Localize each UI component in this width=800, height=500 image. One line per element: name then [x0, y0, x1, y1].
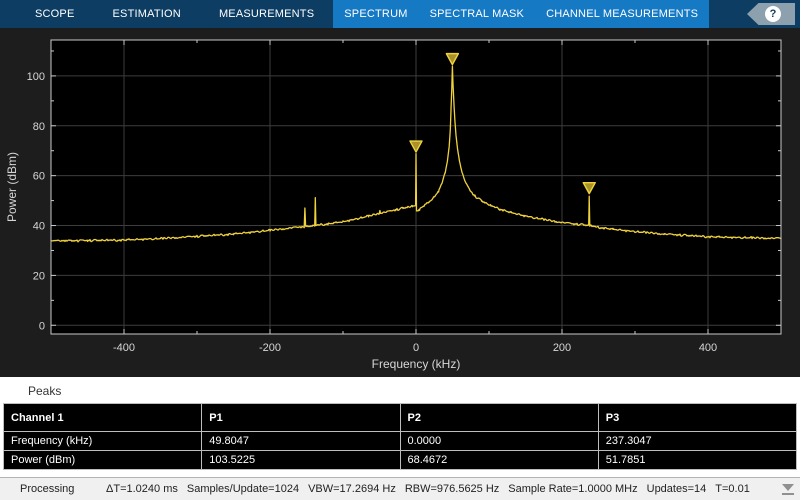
status-item: VBW=17.2694 Hz — [308, 483, 396, 495]
tab-spectral-mask[interactable]: SPECTRAL MASK — [429, 8, 525, 20]
tab-channel-measurements[interactable]: CHANNEL MEASUREMENTS — [546, 8, 699, 20]
y-tick-label: 40 — [33, 221, 45, 233]
spectrum-chart: 0 20 40 60 80 100 -400 -200 0 200 400 Frequency (kH… — [5, 39, 782, 371]
x-tick-label: -400 — [113, 342, 135, 354]
tab-scope[interactable]: SCOPE — [35, 8, 75, 20]
tab-measurements[interactable]: MEASUREMENTS — [218, 8, 315, 20]
peak-marker-p1[interactable] — [445, 52, 460, 66]
peaks-cell: Power (dBm) — [2, 450, 203, 470]
y-tick-label: 60 — [33, 171, 45, 183]
peaks-table: Channel 1 P1 P2 P3 Frequency (kHz) 49.8047 0.… — [2, 403, 798, 470]
status-item: Updates=14 — [646, 483, 707, 495]
peaks-header-cell: P2 — [399, 403, 599, 432]
status-items: ΔT=1.0240 ms Samples/Update=1024 VBW=17.26… — [106, 483, 759, 495]
tab-estimation[interactable]: ESTIMATION — [112, 8, 181, 20]
spectrum-trace — [50, 65, 782, 243]
figure-area: 0 20 40 60 80 100 -400 -200 0 200 400 Frequency (kH… — [0, 28, 800, 377]
x-axis-label: Frequency (kHz) — [372, 357, 461, 371]
peaks-table-row: Power (dBm) 103.5225 68.4672 51.7851 — [2, 450, 798, 470]
x-tick-label: -200 — [259, 342, 281, 354]
status-item: ΔT=1.0240 ms — [106, 483, 178, 495]
tab-spectrum[interactable]: SPECTRUM — [344, 8, 408, 20]
peaks-header-cell: P1 — [201, 403, 401, 432]
peaks-cell: Frequency (kHz) — [2, 431, 203, 451]
peaks-panel-title: Peaks — [28, 384, 62, 398]
y-tick-label: 80 — [33, 121, 45, 133]
context-tab-group: SPECTRUM SPECTRAL MASK CHANNEL MEASUREMENT… — [333, 0, 710, 28]
status-item: RBW=976.5625 Hz — [404, 483, 500, 495]
x-tick-label: 400 — [699, 342, 717, 354]
toolstrip-spacer — [709, 0, 747, 28]
main-tabs: SCOPE ESTIMATION MEASUREMENTS — [16, 0, 333, 28]
status-bar: Processing ΔT=1.0240 ms Samples/Update=10… — [0, 477, 800, 500]
peaks-cell: 51.7851 — [597, 450, 798, 470]
y-tick-label: 0 — [39, 320, 45, 332]
status-state-label: Processing — [20, 483, 75, 495]
x-tick-label: 200 — [553, 342, 571, 354]
peak-marker-p3[interactable] — [582, 181, 596, 195]
peak-marker-p2[interactable] — [409, 140, 423, 153]
status-item: Samples/Update=1024 — [186, 483, 300, 495]
peaks-cell: 237.3047 — [597, 431, 798, 451]
peaks-cell: 68.4672 — [399, 450, 599, 470]
peaks-table-header-row: Channel 1 P1 P2 P3 — [2, 403, 798, 432]
help-icon[interactable]: ? — [765, 6, 781, 22]
y-axis-label: Power (dBm) — [5, 152, 19, 222]
y-tick-label: 20 — [33, 270, 45, 282]
peaks-panel: Peaks Channel 1 P1 P2 P3 Frequency (kHz) 49.… — [0, 377, 800, 477]
peaks-table-row: Frequency (kHz) 49.8047 0.0000 237.3047 — [2, 431, 798, 451]
peaks-header-cell: Channel 1 — [2, 403, 203, 432]
scroll-down-icon[interactable] — [776, 479, 800, 500]
help-button[interactable]: ? — [747, 3, 795, 25]
x-tick-label: 0 — [413, 342, 419, 354]
y-tick-label: 100 — [27, 71, 45, 83]
toolstrip-tab-bar: SCOPE ESTIMATION MEASUREMENTS SPECTRUM SPEC… — [0, 0, 800, 28]
peaks-header-cell: P3 — [597, 403, 798, 432]
peaks-cell: 103.5225 — [201, 450, 401, 470]
peaks-cell: 0.0000 — [399, 431, 599, 451]
status-item: Sample Rate=1.0000 MHz — [508, 483, 638, 495]
peaks-cell: 49.8047 — [201, 431, 401, 451]
status-item: T=0.01 — [715, 483, 750, 495]
